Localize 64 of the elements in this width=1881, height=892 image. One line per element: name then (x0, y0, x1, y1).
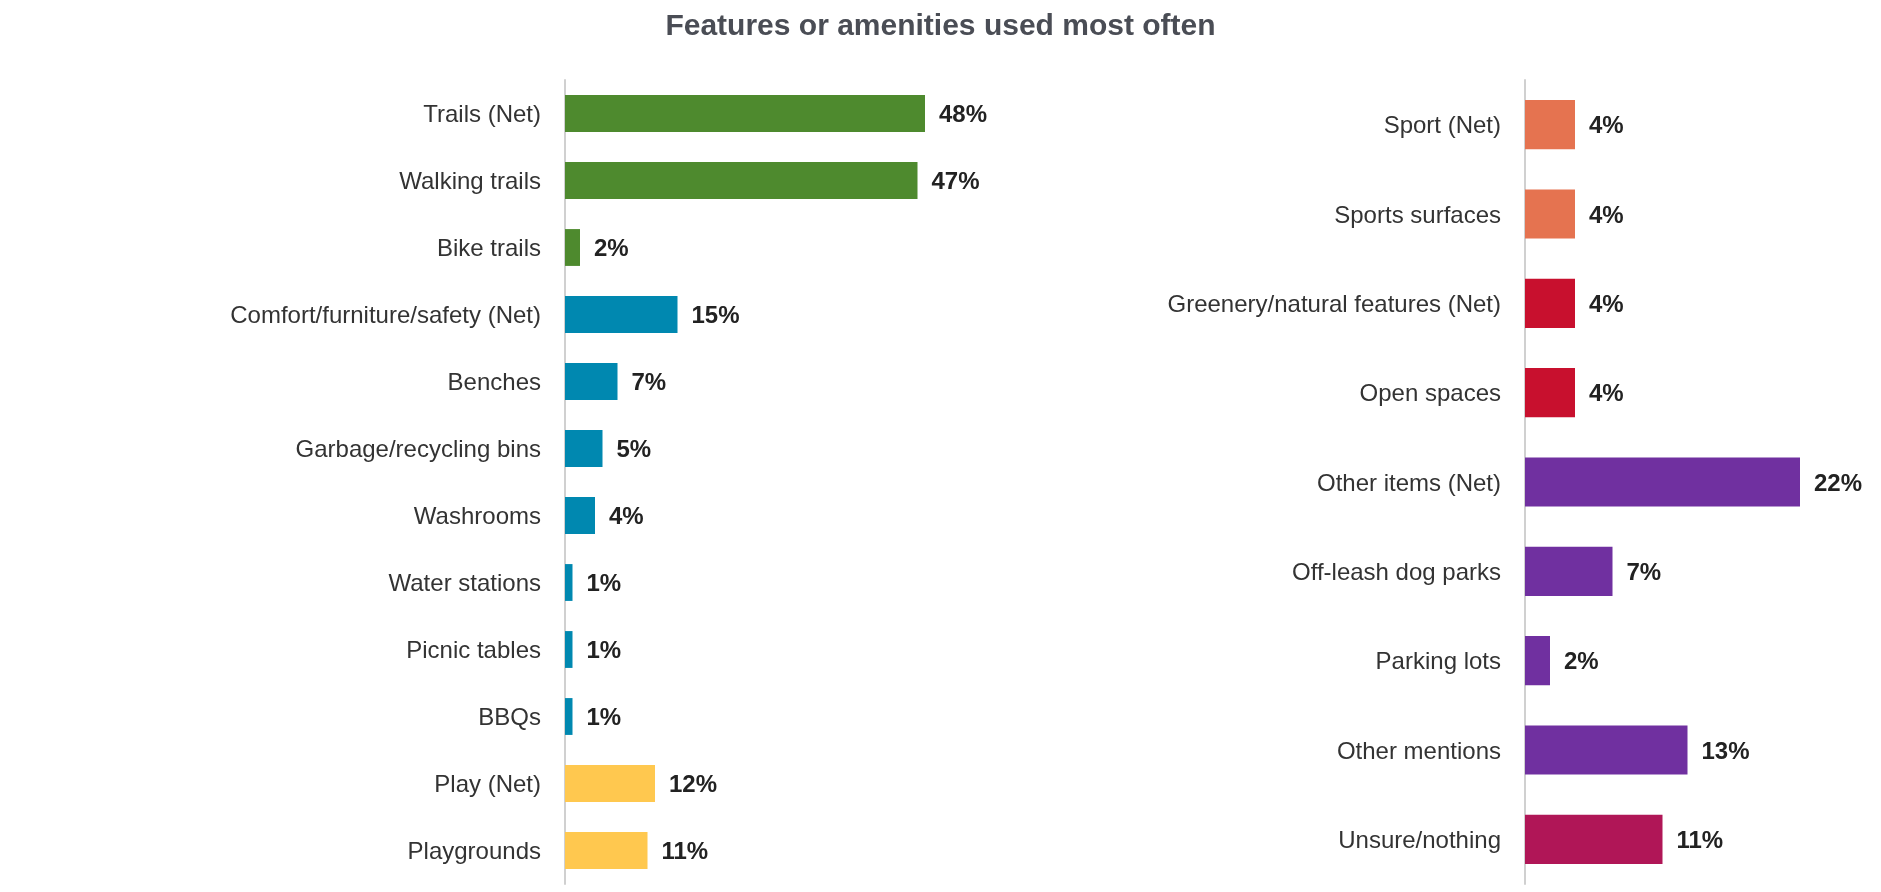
y-tick-label: Unsure/nothing (1338, 825, 1501, 853)
bar (565, 296, 678, 333)
data-label: 2% (594, 234, 629, 261)
y-tick-label: Sports surfaces (1334, 200, 1501, 228)
bar (565, 229, 580, 266)
bar (565, 497, 595, 534)
data-label: 4% (1589, 289, 1624, 317)
data-label: 11% (661, 837, 709, 864)
data-label: 12% (669, 770, 718, 797)
bar (565, 832, 648, 869)
bar (1525, 546, 1613, 596)
y-tick-label: Parking lots (1375, 647, 1501, 675)
data-label: 5% (616, 435, 652, 462)
data-label: 11% (1676, 825, 1724, 853)
data-label: 47% (931, 167, 980, 194)
data-label: 1% (586, 569, 622, 596)
bar (1525, 189, 1575, 239)
data-label: 15% (691, 301, 740, 328)
y-tick-label: Water stations (388, 569, 541, 596)
bar (1525, 725, 1688, 775)
y-tick-label: Playgrounds (407, 837, 541, 864)
bar (1525, 814, 1663, 864)
bar (1525, 457, 1800, 507)
y-tick-label: Open spaces (1359, 379, 1501, 407)
data-label: 1% (586, 703, 622, 730)
y-tick-label: Benches (447, 368, 541, 395)
y-tick-label: Other mentions (1336, 736, 1501, 764)
bar (565, 95, 925, 132)
y-tick-label: Washrooms (413, 502, 541, 529)
bar (1525, 368, 1575, 418)
data-label: 2% (1564, 647, 1599, 675)
bar (565, 363, 618, 400)
data-label: 48% (939, 100, 988, 127)
bar (565, 631, 573, 668)
y-tick-label: Bike trails (436, 234, 541, 261)
y-tick-label: Other items (Net) (1316, 468, 1501, 496)
bar (1525, 278, 1575, 328)
data-label: 22% (1814, 468, 1863, 496)
bar (565, 430, 603, 467)
y-tick-label: Walking trails (399, 167, 541, 194)
data-label: 7% (631, 368, 667, 395)
bar (565, 765, 655, 802)
y-tick-label: Comfort/furniture/safety (Net) (230, 301, 541, 328)
data-label: 4% (1589, 111, 1624, 139)
y-tick-label: Picnic tables (406, 636, 541, 663)
y-tick-label: BBQs (478, 703, 541, 730)
y-tick-label: Off-leash dog parks (1291, 557, 1501, 585)
data-label: 4% (609, 502, 644, 529)
bar (1525, 100, 1575, 150)
y-tick-label: Garbage/recycling bins (295, 435, 541, 462)
bar (1525, 636, 1550, 686)
data-label: 13% (1701, 736, 1750, 764)
y-tick-label: Sport (Net) (1383, 111, 1501, 139)
y-tick-label: Play (Net) (434, 770, 541, 797)
bar (565, 162, 918, 199)
bar (565, 564, 573, 601)
data-label: 4% (1589, 200, 1624, 228)
y-tick-label: Greenery/natural features (Net) (1167, 289, 1501, 317)
chart-title: Features or amenities used most often (664, 8, 1217, 42)
data-label: 4% (1589, 379, 1624, 407)
bar (565, 698, 573, 735)
data-label: 7% (1626, 557, 1662, 585)
y-tick-label: Trails (Net) (423, 100, 541, 127)
data-label: 1% (586, 636, 622, 663)
